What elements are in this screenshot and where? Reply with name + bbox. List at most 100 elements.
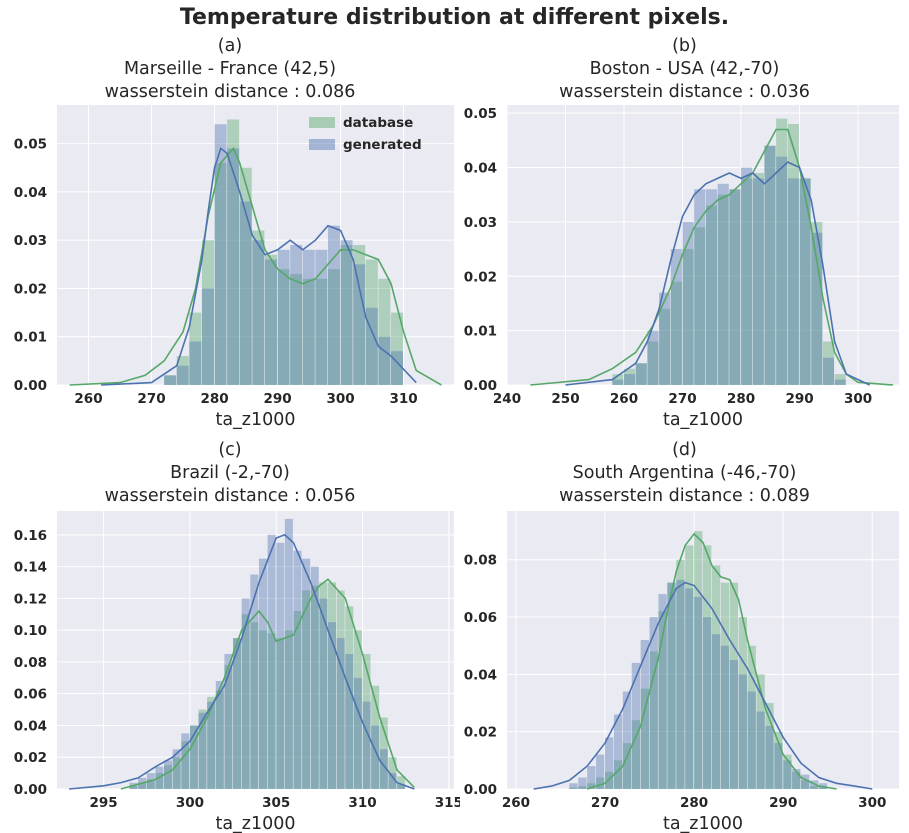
histogram-bar <box>729 582 739 789</box>
kde-line-database <box>120 578 415 790</box>
histogram-bar <box>822 357 835 385</box>
histogram-bar <box>801 780 810 789</box>
histogram-bar <box>233 638 242 789</box>
y-tick-label: 0.16 <box>14 528 47 544</box>
histogram-bar <box>676 559 685 789</box>
histogram-bar <box>276 542 285 789</box>
histogram-bar <box>799 178 811 385</box>
y-tick-label: 0.05 <box>14 137 47 153</box>
kde-line-generated <box>533 581 873 790</box>
panel-label: (b) <box>672 36 697 56</box>
histogram-bar <box>353 264 366 385</box>
histogram-bar <box>362 701 371 789</box>
histogram-bar <box>315 278 328 385</box>
histogram-bar <box>172 757 181 789</box>
y-tick-label: 0.04 <box>14 185 47 201</box>
histogram-bar <box>720 645 730 789</box>
histogram-bar <box>227 148 240 385</box>
histogram-bar <box>319 582 328 789</box>
y-tick-label: 0.02 <box>464 725 497 741</box>
histogram-bar <box>747 645 756 789</box>
histogram-bar <box>711 634 721 789</box>
histogram-bar <box>345 606 354 789</box>
histogram-bar <box>129 785 138 789</box>
histogram-bar <box>682 221 694 385</box>
y-tick-label: 0.00 <box>14 378 47 394</box>
histogram-bar <box>207 696 216 789</box>
histogram-bar <box>670 249 682 385</box>
x-tick-label: 305 <box>262 795 290 811</box>
histogram-bar <box>612 379 624 385</box>
histogram-bar <box>631 662 641 789</box>
y-tick-label: 0.00 <box>464 782 497 798</box>
histogram-bar <box>290 245 303 385</box>
histogram-bar <box>388 757 397 789</box>
histogram-bar <box>250 574 259 789</box>
y-tick-label: 0.03 <box>464 215 497 231</box>
histogram-bar <box>276 638 285 789</box>
histogram-bar <box>378 336 391 385</box>
histogram-bar <box>776 156 788 385</box>
histogram-bar <box>198 712 207 789</box>
panel-title: Marseille - France (42,5) <box>123 59 337 79</box>
y-tick-label: 0.01 <box>14 330 47 346</box>
histogram-bar <box>146 779 155 789</box>
histogram-bar <box>164 375 177 385</box>
histogram-bar <box>647 330 659 385</box>
histogram-bar <box>164 765 173 789</box>
histogram-bar <box>207 701 216 789</box>
histogram-bar <box>659 292 671 385</box>
histogram-bar <box>705 189 718 385</box>
histogram-bar <box>741 178 753 385</box>
histogram-bar <box>277 249 290 385</box>
histogram-bar <box>198 709 207 789</box>
histogram-bar <box>290 273 303 385</box>
histogram-bar <box>189 312 202 385</box>
histogram-bar <box>792 771 801 789</box>
histogram-bar <box>172 749 181 789</box>
histogram-bar <box>587 766 596 789</box>
histogram-bar <box>774 743 783 789</box>
histogram-bar <box>764 145 776 385</box>
histogram-bar <box>670 281 682 385</box>
histogram-bar <box>729 660 739 789</box>
histogram-bar <box>605 771 614 789</box>
x-tick-label: 270 <box>668 391 696 407</box>
histogram-bar <box>315 249 328 385</box>
histogram-bar <box>787 124 799 386</box>
histogram-bar <box>327 225 340 385</box>
histogram-bar <box>624 368 636 385</box>
kde-line-database <box>69 146 442 386</box>
histogram-bar <box>705 205 718 385</box>
histogram-bar <box>252 230 265 385</box>
x-tick-label: 300 <box>326 391 354 407</box>
legend-label-generated: generated <box>343 137 422 153</box>
histogram-bar <box>310 566 319 789</box>
panel-boston: (b) Boston - USA (42,-70) wasserstein di… <box>460 34 909 434</box>
histogram-bar <box>176 356 189 385</box>
panel-label: (d) <box>672 440 697 460</box>
histogram-bar <box>189 725 198 789</box>
histogram-bar <box>640 688 649 789</box>
panel-subtitle: wasserstein distance : 0.056 <box>104 486 356 506</box>
histogram-bar <box>241 598 250 789</box>
histogram-bar <box>756 711 765 789</box>
histogram-bar <box>756 674 765 789</box>
plot-area <box>57 105 454 385</box>
histogram-bar <box>214 162 227 385</box>
legend-label-database: database <box>343 115 413 131</box>
histogram-bar <box>239 201 252 385</box>
histogram-bar <box>747 691 756 789</box>
histogram-bar <box>327 622 337 789</box>
histogram-bar <box>569 787 578 789</box>
histogram-bar <box>302 558 311 789</box>
histogram-bar <box>596 754 605 789</box>
histogram-bar <box>181 741 190 789</box>
histogram-bar <box>834 374 846 385</box>
histogram-bar <box>340 245 353 385</box>
histogram-bar <box>353 245 366 385</box>
histogram-bar <box>659 308 671 385</box>
histogram-bar <box>319 598 328 789</box>
histogram-bar <box>631 720 641 789</box>
x-tick-label: 290 <box>263 391 291 407</box>
